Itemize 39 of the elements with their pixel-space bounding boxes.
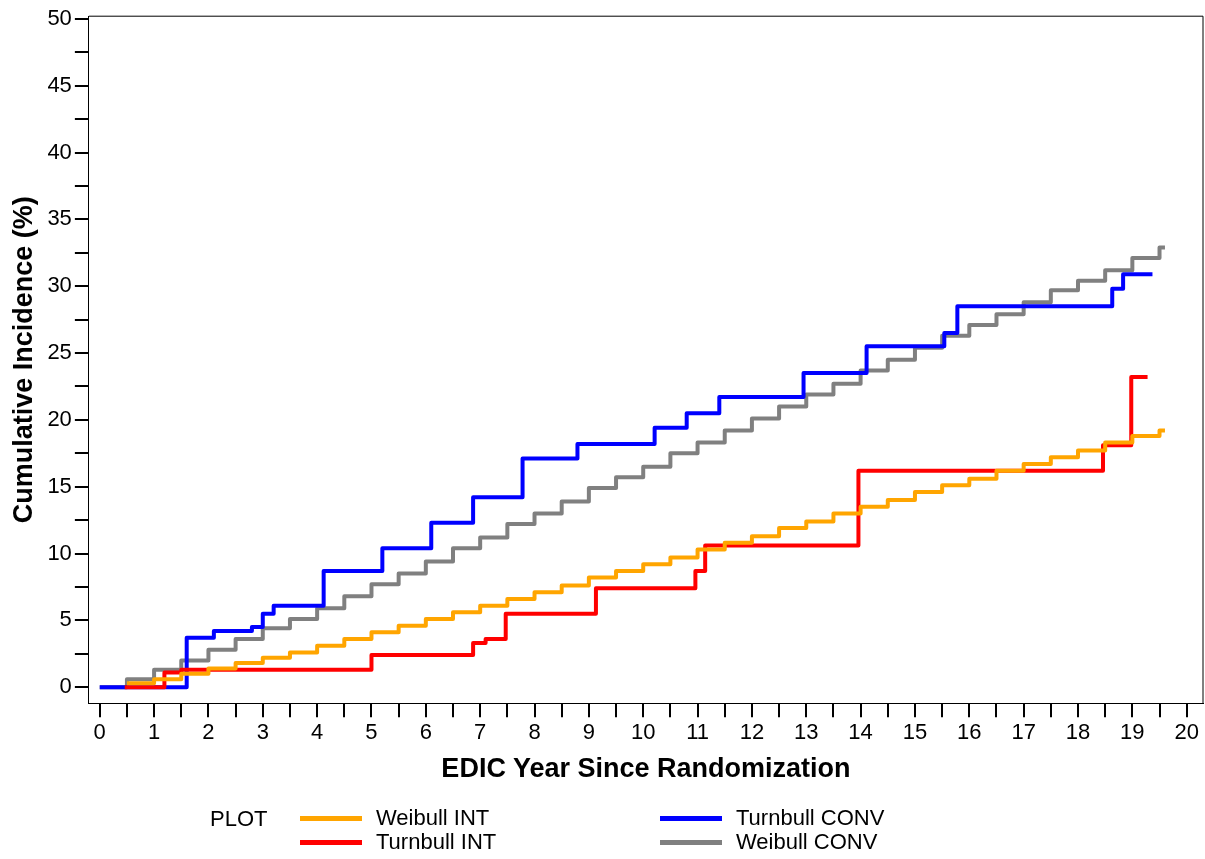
x-tick-label: 1: [147, 719, 161, 745]
x-tick-label: 17: [1011, 719, 1036, 745]
x-axis-title: EDIC Year Since Randomization: [441, 753, 851, 784]
y-tick-label: 0: [59, 673, 72, 699]
y-tick-label: 20: [47, 405, 72, 431]
legend-title: PLOT: [210, 806, 269, 831]
y-tick-label: 50: [47, 4, 72, 30]
x-tick-label: 13: [794, 719, 819, 745]
legend-label: Turnbull CONV: [736, 805, 885, 831]
x-tick-label: 12: [739, 719, 765, 745]
x-tick-label: 9: [582, 719, 595, 745]
x-tick-label: 6: [419, 719, 432, 745]
y-tick-label: 35: [47, 205, 72, 231]
x-tick-label: 0: [93, 719, 106, 745]
y-tick-label: 30: [47, 272, 72, 298]
x-tick-label: 20: [1174, 719, 1199, 745]
x-tick-label: 5: [365, 719, 378, 745]
legend-label: Weibull CONV: [736, 829, 878, 855]
x-tick-label: 10: [630, 719, 656, 745]
legend-label: Turnbull INT: [376, 829, 497, 855]
x-tick-label: 7: [474, 719, 487, 745]
x-tick-label: 3: [256, 719, 269, 745]
x-tick-label: 11: [686, 719, 709, 745]
y-tick-label: 45: [47, 71, 72, 97]
y-axis-title: Cumulative Incidence (%): [7, 196, 38, 524]
x-tick-label: 16: [957, 719, 982, 745]
x-tick-label: 2: [202, 719, 215, 745]
y-tick-label: 40: [47, 138, 72, 164]
x-tick-label: 19: [1120, 719, 1145, 745]
legend-label: Weibull INT: [376, 805, 490, 831]
y-tick-label: 10: [47, 539, 72, 565]
x-tick-label: 15: [902, 719, 928, 745]
x-tick-label: 4: [311, 719, 324, 745]
x-tick-label: 18: [1065, 719, 1091, 745]
y-tick-label: 25: [47, 339, 72, 365]
x-tick-label: 14: [848, 719, 873, 745]
x-tick-label: 8: [528, 719, 541, 745]
y-tick-label: 15: [47, 472, 72, 498]
y-tick-label: 5: [59, 606, 72, 632]
